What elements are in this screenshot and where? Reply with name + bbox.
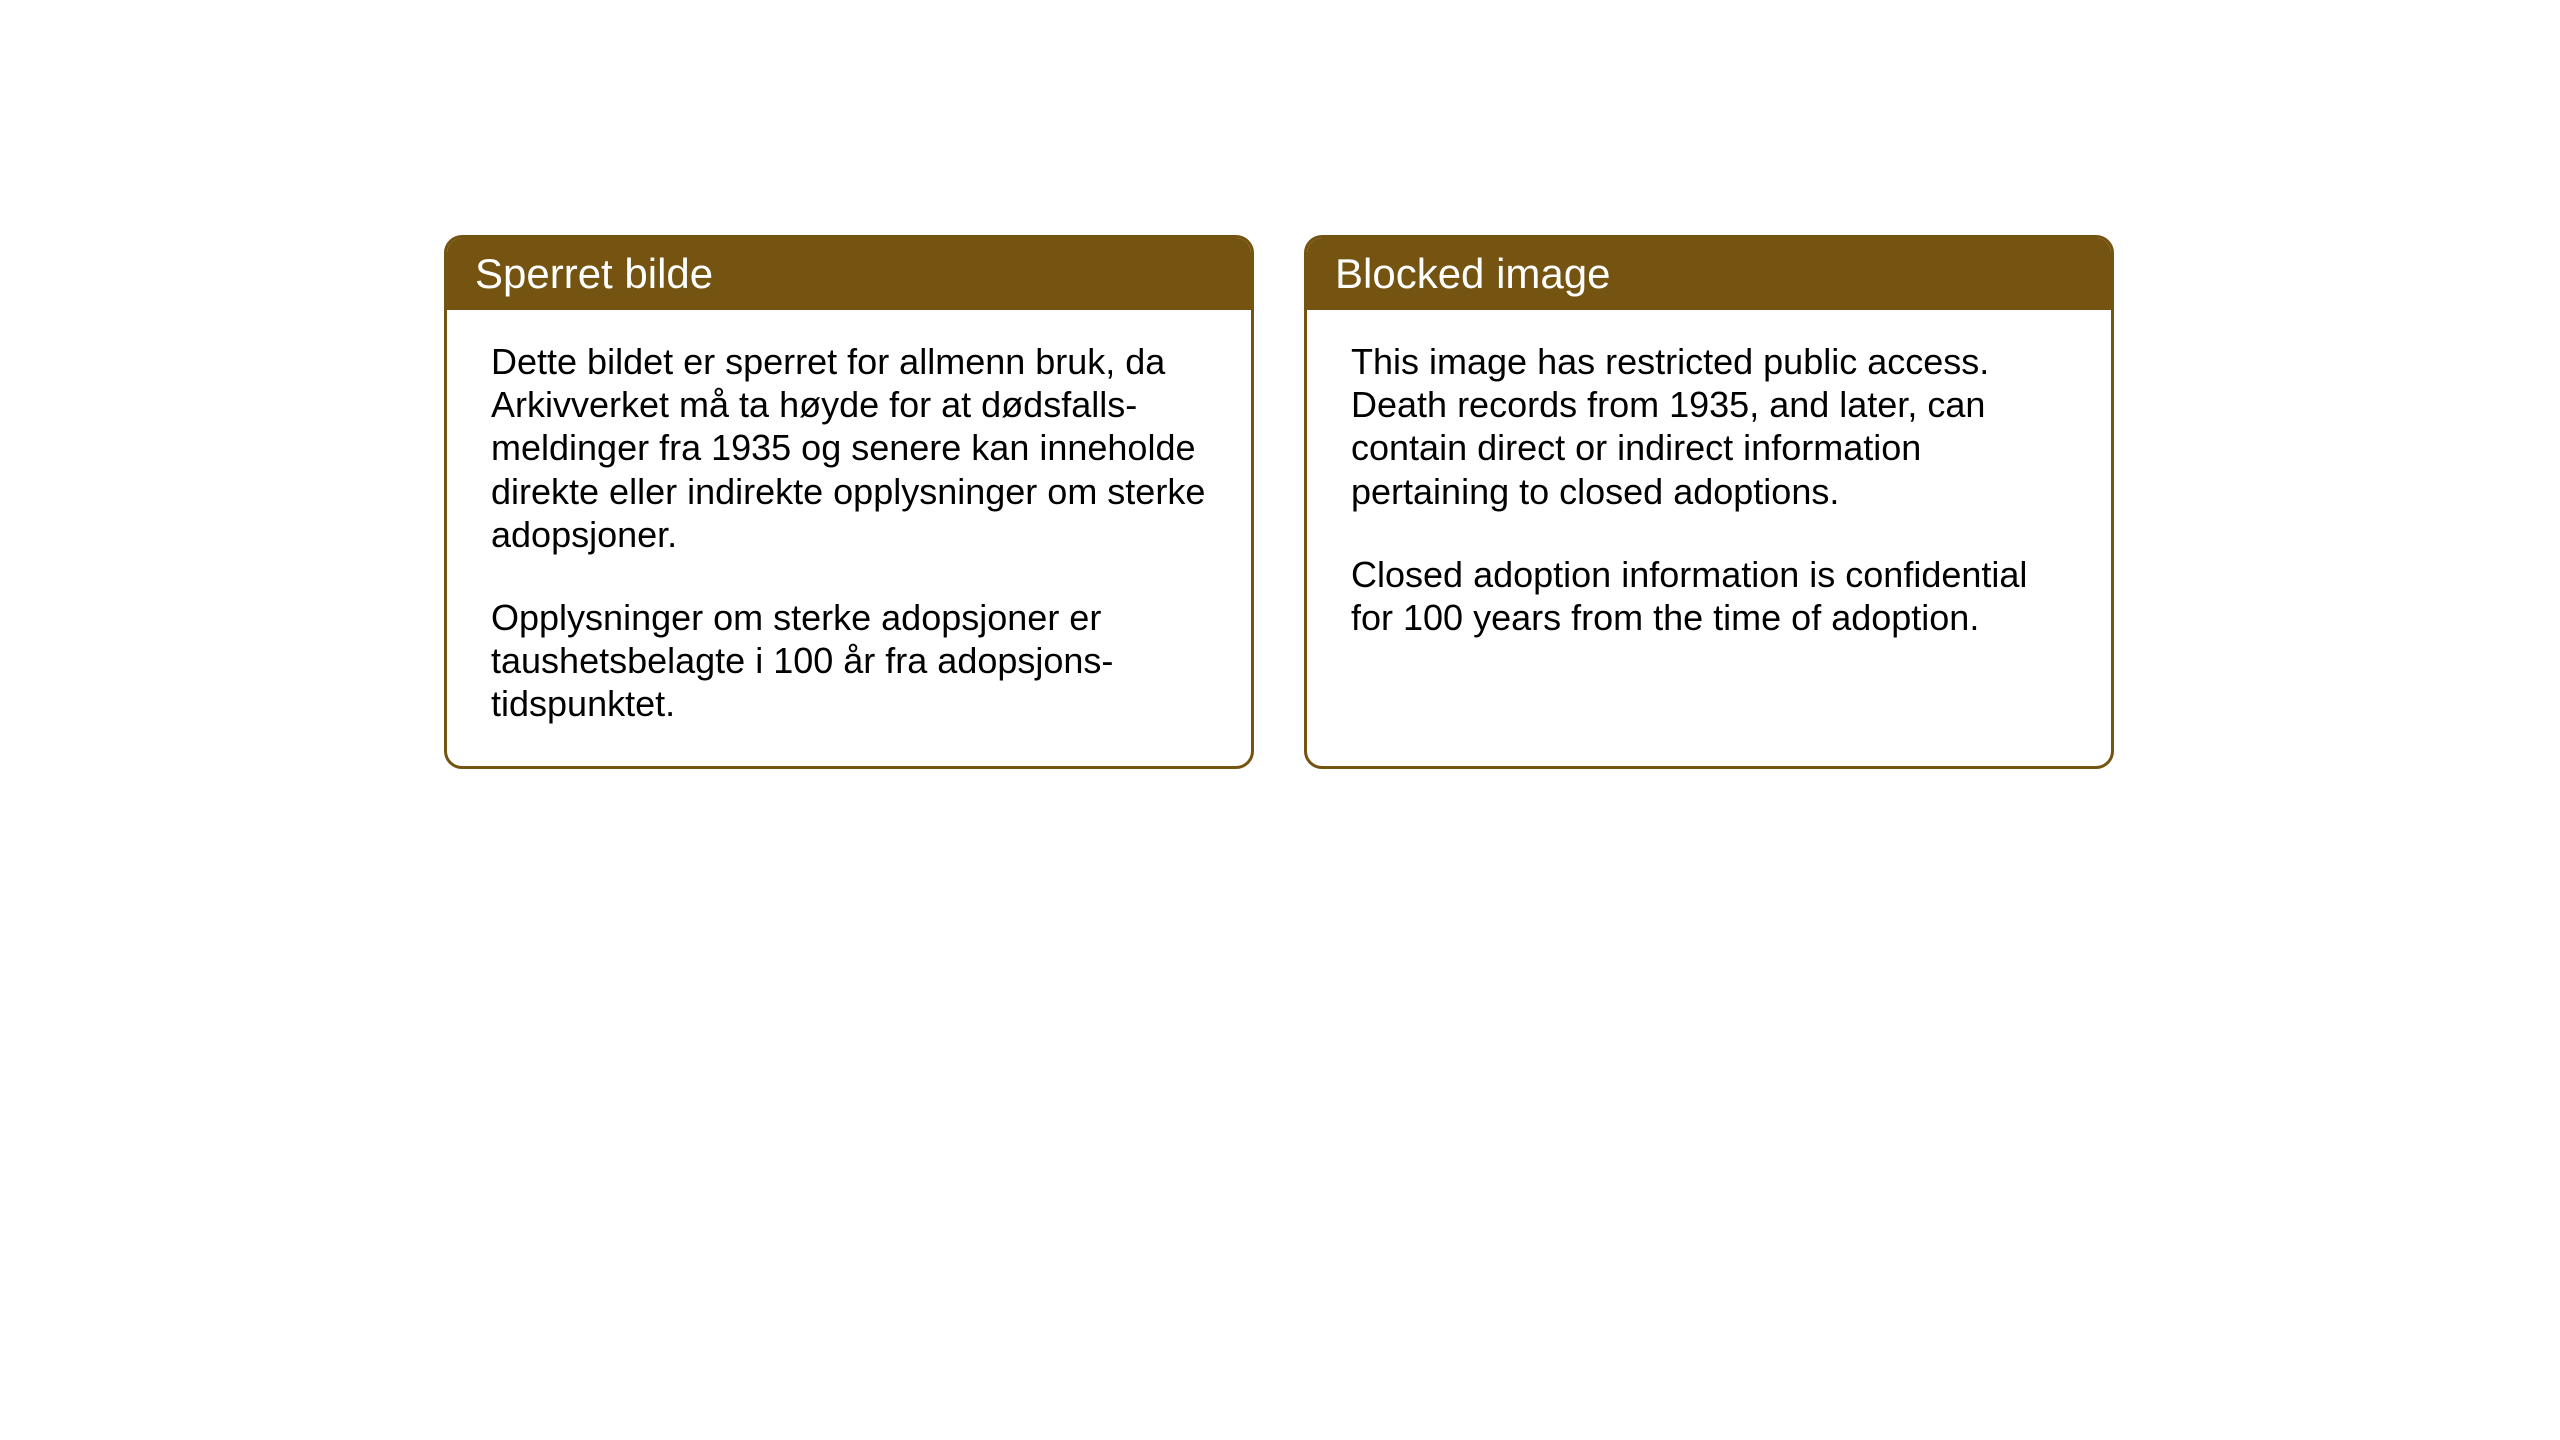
card-norwegian: Sperret bilde Dette bildet er sperret fo… — [444, 235, 1254, 769]
card-norwegian-paragraph-2: Opplysninger om sterke adopsjoner er tau… — [491, 596, 1207, 726]
card-norwegian-title: Sperret bilde — [475, 250, 713, 297]
card-english-title: Blocked image — [1335, 250, 1610, 297]
card-norwegian-header: Sperret bilde — [447, 238, 1251, 310]
card-norwegian-body: Dette bildet er sperret for allmenn bruk… — [447, 310, 1251, 766]
card-english-paragraph-2: Closed adoption information is confident… — [1351, 553, 2067, 639]
card-english-paragraph-1: This image has restricted public access.… — [1351, 340, 2067, 513]
card-english-header: Blocked image — [1307, 238, 2111, 310]
card-norwegian-paragraph-1: Dette bildet er sperret for allmenn bruk… — [491, 340, 1207, 556]
card-english-body: This image has restricted public access.… — [1307, 310, 2111, 679]
card-english: Blocked image This image has restricted … — [1304, 235, 2114, 769]
cards-container: Sperret bilde Dette bildet er sperret fo… — [444, 235, 2114, 769]
